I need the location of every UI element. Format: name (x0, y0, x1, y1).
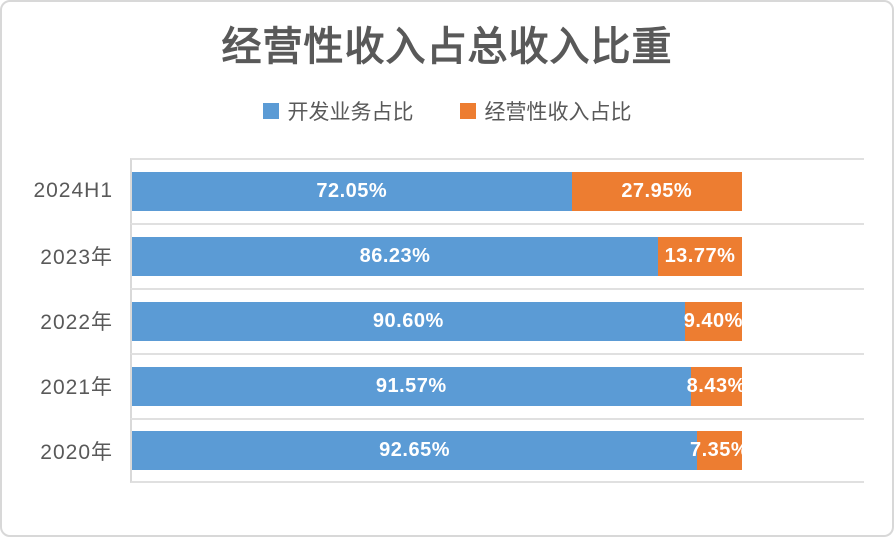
category-label: 2020年 (40, 440, 113, 464)
chart-title: 经营性收入占总收入比重 (221, 25, 673, 69)
plot-band: 86.23% 13.77% (130, 223, 864, 288)
bar-segment-operating: 13.77% (658, 237, 742, 276)
data-label: 92.65% (379, 439, 450, 461)
legend-item-0: 开发业务占比 (262, 96, 414, 126)
stacked-bar: 86.23% 13.77% (132, 237, 742, 276)
bar-segment-operating: 9.40% (683, 302, 743, 341)
category-label: 2021年 (40, 375, 113, 399)
plot-band: 91.57% 8.43% (130, 353, 864, 418)
data-label: 9.40% (683, 310, 743, 332)
stacked-bar-chart: 2024H1 72.05% 27.95% 2023年 86.23% 13.77% 2022年… (2, 158, 864, 483)
data-label: 27.95% (621, 180, 693, 202)
data-label: 86.23% (359, 245, 431, 267)
plot-band: 72.05% 27.95% (130, 158, 864, 223)
plot-band: 92.65% 7.35% (130, 418, 864, 483)
legend-label: 开发业务占比 (287, 101, 414, 124)
bar-segment-operating: 8.43% (687, 367, 745, 406)
legend-swatch-icon (262, 103, 279, 119)
category-label: 2022年 (40, 310, 113, 334)
legend-label: 经营性收入占比 (484, 101, 632, 124)
category-label: 2024H1 (33, 178, 113, 202)
legend: 开发业务占比 经营性收入占比 (2, 96, 892, 126)
data-label: 91.57% (375, 375, 447, 397)
bar-segment-development: 91.57% (132, 367, 691, 406)
legend-item-1: 经营性收入占比 (459, 96, 632, 126)
stacked-bar: 92.65% 7.35% (132, 431, 749, 470)
chart-row: 2024H1 72.05% 27.95% (2, 158, 864, 223)
stacked-bar: 91.57% 8.43% (132, 367, 745, 406)
chart-row: 2023年 86.23% 13.77% (2, 223, 864, 288)
bar-segment-development: 86.23% (132, 237, 658, 276)
chart-row: 2022年 90.60% 9.40% (2, 288, 864, 353)
bar-segment-development: 72.05% (132, 172, 572, 211)
stacked-bar: 90.60% 9.40% (132, 302, 742, 341)
data-label: 7.35% (689, 439, 750, 461)
bar-segment-operating: 7.35% (690, 431, 749, 470)
bar-segment-development: 92.65% (132, 431, 698, 470)
data-label: 13.77% (664, 245, 736, 267)
data-label: 90.60% (372, 310, 444, 332)
bar-segment-development: 90.60% (132, 302, 685, 341)
chart-row: 2021年 91.57% 8.43% (2, 353, 864, 418)
data-label: 72.05% (316, 180, 388, 202)
legend-swatch-icon (459, 103, 476, 119)
chart-row: 2020年 92.65% 7.35% (2, 418, 864, 483)
plot-band: 90.60% 9.40% (130, 288, 864, 353)
bar-segment-operating: 27.95% (571, 172, 742, 211)
category-label: 2023年 (40, 245, 113, 269)
data-label: 8.43% (686, 375, 746, 397)
stacked-bar: 72.05% 27.95% (132, 172, 742, 211)
